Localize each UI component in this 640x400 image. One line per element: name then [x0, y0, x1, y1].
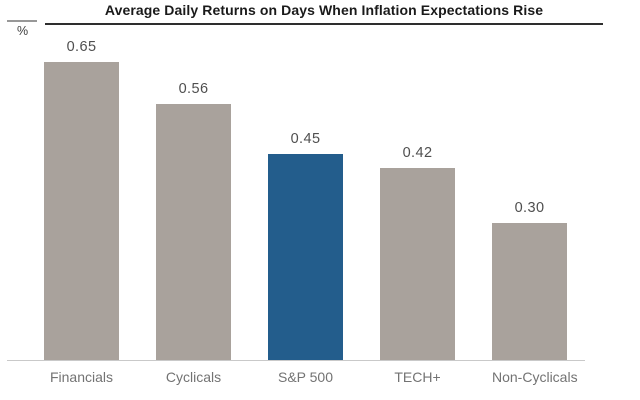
bar-s-p-500: 0.45 [268, 131, 343, 360]
bar-value-non-cyclicals: 0.30 [514, 200, 545, 216]
bar-non-cyclicals: 0.30 [492, 200, 567, 360]
bar-value-cyclicals: 0.56 [178, 81, 209, 97]
bar-financials: 0.65 [44, 39, 119, 360]
chart-title-block: Average Daily Returns on Days When Infla… [45, 2, 603, 25]
x-axis-label-tech: TECH+ [394, 369, 441, 385]
y-axis-unit-tick-line [7, 20, 37, 22]
bar-cyclicals: 0.56 [156, 81, 231, 360]
x-axis-label-non-cyclicals: Non-Cyclicals [492, 369, 578, 385]
bar-value-s-p-500: 0.45 [290, 131, 321, 147]
bars-row: 0.65 0.56 0.45 0.42 0.30 [7, 39, 585, 361]
bar-value-tech: 0.42 [402, 145, 433, 161]
x-axis-label-s-p-500: S&P 500 [277, 369, 333, 385]
chart-title: Average Daily Returns on Days When Infla… [104, 2, 544, 18]
x-axis-labels-row: Financials Cyclicals S&P 500 TECH+ Non-Cycli… [7, 369, 585, 385]
bar-value-financials: 0.65 [66, 39, 97, 55]
y-axis-unit-label: % [17, 24, 29, 38]
bar-tech: 0.42 [380, 145, 455, 360]
x-axis-label-cyclicals: Cyclicals [165, 369, 222, 385]
x-axis-label-financials: Financials [49, 369, 114, 385]
